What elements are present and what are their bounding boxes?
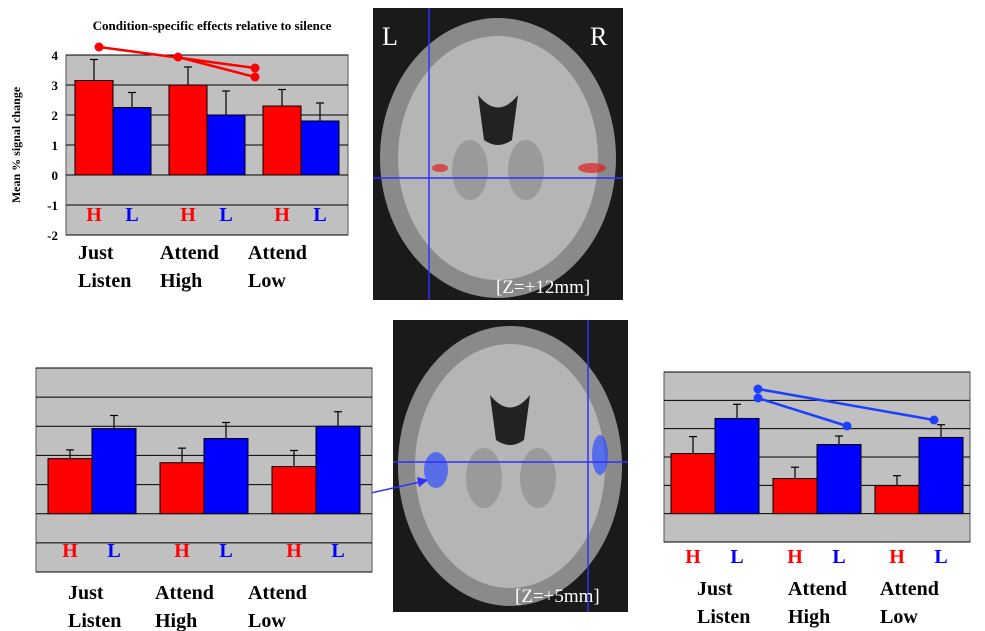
comparison-dot [842,421,852,431]
chart-title: Condition-specific effects relative to s… [93,18,332,33]
ventricle [478,95,518,145]
bar [159,462,205,515]
series-letter: L [730,546,743,568]
series-letter: H [86,204,102,226]
bar [203,438,249,515]
activation [592,435,608,475]
bar [714,417,760,515]
series-letter: H [62,540,78,562]
bar [772,478,818,515]
nucleus [508,140,544,200]
bar [206,114,246,176]
series-letter: H [180,204,196,226]
bar [300,120,340,176]
series-letter: H [889,546,905,568]
comparison-line [757,387,935,422]
bar-chart: H L Just Listen H L Attend High H L Attend Low [663,371,971,628]
series-letter: H [286,540,302,562]
x-tick-label: Just Listen [697,578,750,628]
series-letter: H [787,546,803,568]
x-tick-label: Attend High [788,578,847,628]
y-axis-label: Mean % signal change [9,86,23,203]
bar [112,107,152,176]
x-tick-label: Attend High [155,582,214,631]
y-tick-label: 1 [52,138,59,153]
comparison-dot [753,384,763,394]
brain-image-bottom: [Z=+5mm] [393,320,628,612]
activation [432,164,448,172]
x-tick-label: Just Listen [68,582,121,631]
nucleus [452,140,488,200]
brain-image-top: L R [Z=+12mm] [373,8,623,300]
series-letter: L [331,540,344,562]
bar [91,428,137,515]
bar [47,458,93,515]
bar-chart: -2 -1 0 1 2 3 4 Condition-specific effects rela… [9,18,349,292]
comparison-dot [250,72,260,82]
bar [874,485,920,515]
y-tick-label: 0 [52,168,59,183]
bar [670,453,716,515]
y-tick-label: -2 [47,228,58,243]
series-letter: L [934,546,947,568]
nucleus [466,448,502,508]
image-label: R [590,22,608,51]
x-tick-label: Attend Low [248,582,307,631]
comparison-dot [94,42,104,52]
bar [816,444,862,515]
comparison-dot [250,63,260,73]
comparison-dot [929,415,939,425]
nucleus [520,448,556,508]
x-tick-label: Just Listen [78,242,131,292]
series-letter: L [219,204,232,226]
image-label: L [382,22,398,51]
x-tick-label: Attend High [160,242,219,292]
x-tick-label: Attend Low [880,578,939,628]
bar [271,466,317,515]
y-tick-label: 2 [52,108,59,123]
brain-inner [415,344,605,588]
activation [424,452,448,488]
arrow-head [417,477,428,487]
bar [168,84,208,176]
comparison-dot [173,52,183,62]
bar [262,105,302,176]
comparison-line [177,55,256,79]
series-letter: H [685,546,701,568]
image-label: [Z=+12mm] [496,277,590,298]
brain-inner [398,36,598,280]
series-letter: L [107,540,120,562]
image-label: [Z=+5mm] [515,586,600,607]
bar [74,80,114,176]
series-letter: L [313,204,326,226]
series-letter: L [832,546,845,568]
series-letter: H [174,540,190,562]
comparison-line [757,396,848,428]
bar [918,436,964,515]
bar [315,425,361,515]
activation [578,163,606,173]
y-tick-label: -1 [47,198,58,213]
series-letter: H [274,204,290,226]
x-tick-label: Attend Low [248,242,307,292]
series-letter: L [219,540,232,562]
y-tick-label: 3 [52,78,59,93]
ventricle [490,395,530,445]
series-letter: L [125,204,138,226]
comparison-dot [753,393,763,403]
y-tick-label: 4 [52,48,59,63]
